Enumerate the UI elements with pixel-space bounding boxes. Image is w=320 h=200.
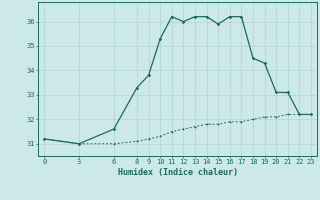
X-axis label: Humidex (Indice chaleur): Humidex (Indice chaleur)	[118, 168, 238, 177]
